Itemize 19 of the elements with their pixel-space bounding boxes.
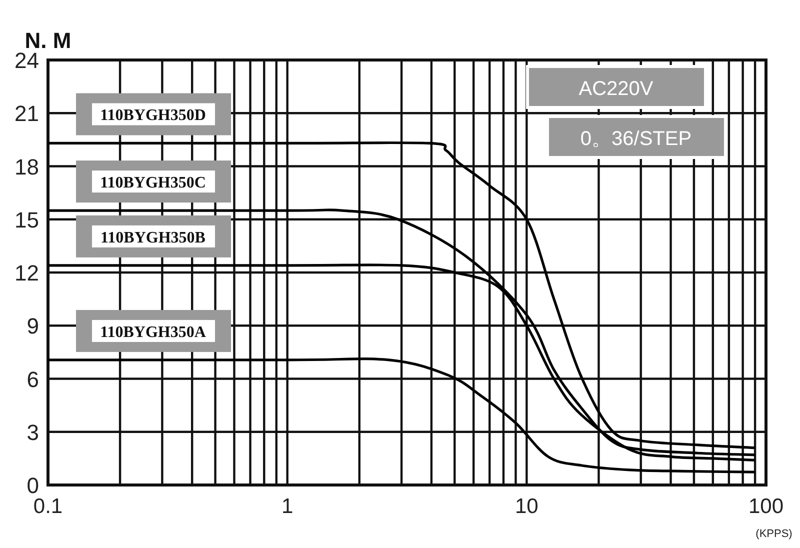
y-tick-label: 6	[26, 366, 39, 392]
y-tick-label: 18	[14, 154, 39, 180]
y-tick-label: 21	[14, 101, 39, 126]
series-label: 110BYGH350C	[100, 174, 206, 192]
series-label: 110BYGH350B	[100, 229, 206, 246]
x-tick-label: 100	[748, 495, 784, 518]
x-tick-label: 1	[281, 495, 294, 518]
annotation: 0。36/STEP	[580, 128, 692, 150]
y-tick-label: 0	[26, 473, 39, 498]
x-tick-label: 0.1	[33, 495, 63, 518]
y-tick-label: 9	[26, 314, 39, 339]
series-label: 110BYGH350A	[100, 324, 206, 341]
x-axis-title: (KPPS)	[756, 528, 792, 540]
y-tick-label: 3	[26, 420, 39, 445]
y-tick-label: 15	[14, 207, 39, 232]
annotation: AC220V	[578, 78, 654, 100]
y-tick-label: 12	[14, 260, 39, 286]
x-tick-label: 10	[514, 495, 538, 518]
series-label: 110BYGH350D	[100, 107, 206, 124]
